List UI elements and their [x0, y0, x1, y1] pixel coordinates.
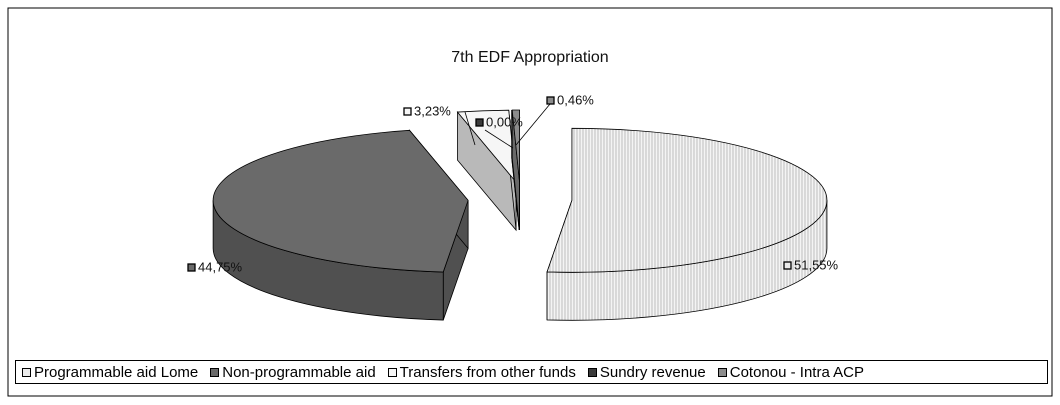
slice-top [212, 129, 469, 273]
data-label: 44,75% [198, 259, 243, 274]
legend-swatch [587, 367, 597, 377]
legend-item: Transfers from other funds [387, 363, 576, 381]
legend-swatch [387, 367, 397, 377]
label-marker [783, 261, 792, 270]
data-label: 0,00% [486, 114, 523, 129]
legend-swatch [210, 367, 220, 377]
pie [212, 109, 828, 321]
leader-line [484, 129, 514, 149]
slice [511, 109, 520, 231]
legend-label: Non-programmable aid [222, 363, 376, 381]
slice [212, 129, 469, 321]
slice-top [456, 109, 517, 184]
chart-title: 7th EDF Appropriation [451, 49, 608, 66]
leader-line [464, 111, 476, 146]
legend-swatch [717, 367, 727, 377]
leader-line [515, 103, 551, 146]
legend-label: Transfers from other funds [399, 363, 576, 381]
legend-label: Cotonou - Intra ACP [729, 363, 864, 381]
legend-label: Sundry revenue [599, 363, 706, 381]
label-marker [187, 263, 196, 272]
legend-swatch [22, 367, 31, 377]
slice [456, 109, 517, 232]
slice-top [546, 127, 828, 273]
legend: Programmable aid Lome Non-programmable ai… [15, 360, 1048, 384]
label-marker [403, 107, 412, 116]
data-label: 3,23% [414, 103, 451, 118]
data-label: 0,46% [557, 92, 594, 107]
frame [7, 7, 1053, 397]
legend-label: Programmable aid Lome [34, 363, 199, 381]
label-marker [475, 118, 484, 127]
label-marker [546, 96, 555, 105]
slice [546, 127, 828, 321]
data-label: 51,55% [794, 257, 839, 272]
slice-top [511, 109, 520, 183]
legend-item: Cotonou - Intra ACP [717, 363, 864, 381]
legend-item: Programmable aid Lome [22, 364, 198, 381]
legend-item: Non-programmable aid [210, 363, 376, 381]
legend-item: Sundry revenue [587, 363, 706, 381]
